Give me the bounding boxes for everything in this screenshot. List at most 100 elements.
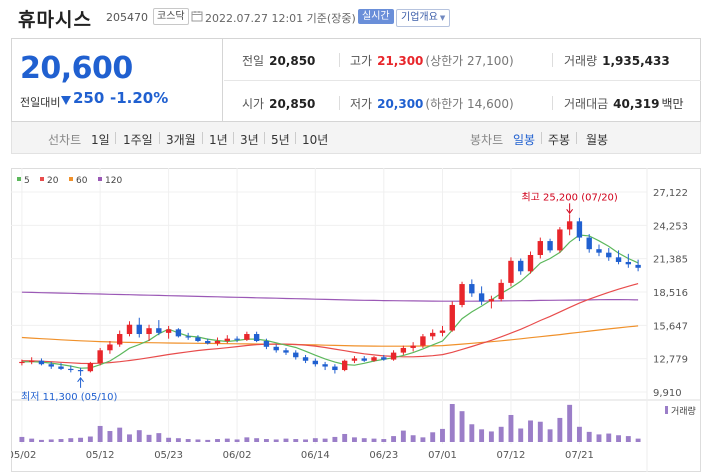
candle-body xyxy=(19,361,25,364)
x-tick-label: 07/12 xyxy=(497,450,526,461)
open-price: 시가 20,850 xyxy=(242,95,315,112)
volume-bar xyxy=(136,430,142,442)
open-value: 20,850 xyxy=(269,97,316,111)
volume-bar xyxy=(400,430,406,442)
volume-bar xyxy=(616,435,621,442)
tab-3year[interactable]: 3년 xyxy=(240,133,259,147)
legend-swatch xyxy=(98,177,102,181)
candle-body xyxy=(68,368,74,371)
volume-bar xyxy=(215,439,220,442)
candle-body xyxy=(97,350,103,364)
stock-chart[interactable]: 27,122 24,253 21,385 18,516 15,647 12,779 9,91… xyxy=(7,168,701,472)
candle-body xyxy=(175,329,182,337)
volume-bar xyxy=(361,438,367,442)
candle-body xyxy=(635,264,641,268)
tab-5year[interactable]: 5년 xyxy=(271,133,290,147)
chart-period-tabs: 선차트 1일 1주일 3개월 1년 3년 5년 10년 봉차트 일봉 주봉 월봉 xyxy=(11,122,701,154)
tab-3month[interactable]: 3개월 xyxy=(166,133,196,147)
volume-bar xyxy=(107,431,113,442)
stock-header: 휴마시스 205470 코스닥 2022.07.27 12:01 기준(장중) … xyxy=(0,0,709,36)
price-summary: 20,600 전일대비 250 -1.20% xyxy=(12,39,223,121)
candle-body xyxy=(420,336,426,346)
candle-chart-label[interactable]: 봉차트 xyxy=(470,133,504,147)
legend-label: 120 xyxy=(105,176,122,186)
tab-1day[interactable]: 1일 xyxy=(91,133,110,147)
volume-bar xyxy=(586,431,592,442)
tab-1week[interactable]: 1주일 xyxy=(123,133,153,147)
volume-bar xyxy=(146,434,152,442)
volume-bar xyxy=(303,439,308,442)
volume-bar xyxy=(371,438,377,442)
low-label: 저가 xyxy=(350,97,373,111)
volume-bar xyxy=(518,428,524,442)
candle-body xyxy=(410,345,416,348)
candle-body xyxy=(156,328,162,333)
change-label: 전일대비 xyxy=(20,96,61,109)
candle-body xyxy=(126,324,133,335)
tab-1year[interactable]: 1년 xyxy=(209,133,228,147)
volume-bar xyxy=(469,424,475,442)
amount-value: 40,319 xyxy=(613,97,660,111)
candle-body xyxy=(488,299,495,302)
tab-weekly[interactable]: 주봉 xyxy=(548,133,571,147)
volume-bar xyxy=(508,414,514,442)
tab-divider xyxy=(233,132,234,144)
candle-body xyxy=(341,360,348,371)
volume-bar xyxy=(449,404,455,442)
candle-body xyxy=(224,338,230,341)
max-price-annotation: 최고 25,200 (07/20) xyxy=(521,191,617,203)
volume-bar xyxy=(127,434,132,442)
volume-bar xyxy=(195,439,201,442)
candle-body xyxy=(390,352,397,360)
volume-bar xyxy=(488,431,494,442)
candle-body xyxy=(195,337,201,341)
volume-legend-swatch xyxy=(665,406,668,414)
volume-bar xyxy=(440,428,445,442)
volume-bar xyxy=(97,425,103,442)
volume-bar xyxy=(224,438,230,442)
tab-daily[interactable]: 일봉 xyxy=(513,133,536,147)
candle-body xyxy=(165,329,172,333)
volume-bar xyxy=(459,411,465,442)
volume-bar xyxy=(498,426,504,442)
caret-down-icon: ▼ xyxy=(439,14,446,22)
company-overview-button[interactable]: 기업개요 ▼ xyxy=(396,9,451,27)
volume-bar xyxy=(263,439,269,442)
realtime-badge[interactable]: 실시간 xyxy=(358,9,394,24)
legend-swatch xyxy=(40,177,44,181)
candle-body xyxy=(459,284,465,305)
candle-body xyxy=(625,261,632,265)
y-tick-label: 15,647 xyxy=(653,321,688,332)
x-tick-label: 05/02 xyxy=(11,450,36,461)
tab-10year[interactable]: 10년 xyxy=(302,133,329,147)
trade-amount: 거래대금 40,319 백만 xyxy=(564,95,684,112)
low-price: 저가 20,300 (하한가 14,600) xyxy=(350,95,514,112)
volume-bar xyxy=(332,436,338,442)
volume-bar xyxy=(312,438,318,442)
candle-body xyxy=(351,358,358,361)
x-tick-label: 05/12 xyxy=(86,450,115,461)
volume-bar xyxy=(537,421,543,442)
legend-swatch xyxy=(69,177,73,181)
candle-body xyxy=(214,340,221,344)
volume-bar xyxy=(48,439,54,442)
y-tick-label: 12,779 xyxy=(653,355,688,366)
candle-body xyxy=(185,336,191,338)
volume-bar xyxy=(244,437,250,442)
volume-bar xyxy=(547,429,553,442)
divider xyxy=(552,53,553,67)
line-chart-label[interactable]: 선차트 xyxy=(48,133,82,147)
volume-bar xyxy=(635,438,641,442)
prev-close-label: 전일 xyxy=(242,54,265,68)
tab-divider xyxy=(295,132,296,144)
tab-divider xyxy=(159,132,160,144)
candle-body xyxy=(566,221,573,230)
chart-frame xyxy=(11,168,701,472)
volume-bar xyxy=(342,433,348,442)
high-label: 고가 xyxy=(350,54,373,68)
divider xyxy=(339,53,340,67)
tab-monthly[interactable]: 월봉 xyxy=(586,133,609,147)
candle-body xyxy=(293,352,299,358)
volume-bar xyxy=(557,417,563,442)
x-tick-label: 07/21 xyxy=(565,450,594,461)
